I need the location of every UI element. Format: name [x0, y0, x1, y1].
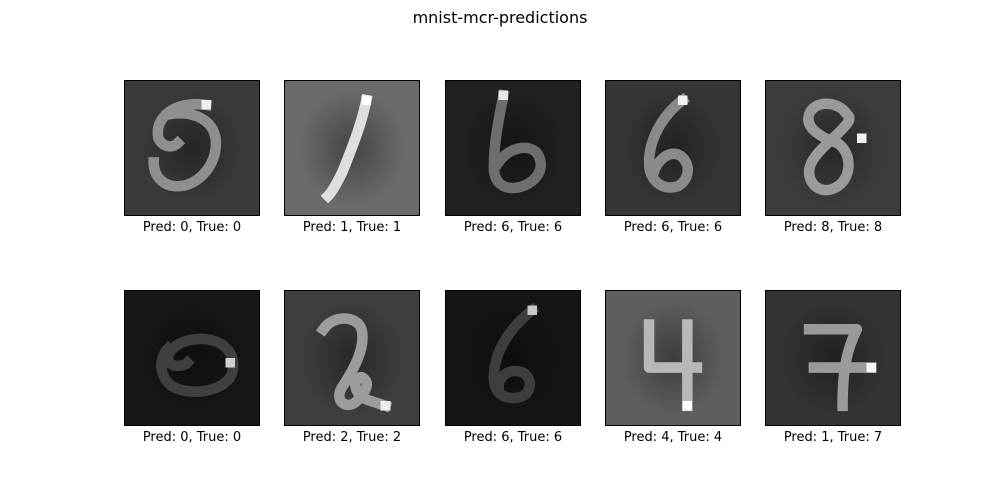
- digit-highlight: [866, 362, 877, 373]
- digit-image: [124, 290, 260, 426]
- prediction-panel: Pred: 8, True: 8: [765, 80, 901, 236]
- digit-image: [605, 290, 741, 426]
- digit-image: [124, 80, 260, 216]
- prediction-label: Pred: 1, True: 1: [302, 220, 402, 235]
- digit-highlight: [677, 95, 688, 105]
- digit-vignette: [460, 300, 566, 416]
- digit-stroke: [315, 313, 393, 413]
- digit-image: [765, 290, 901, 426]
- prediction-label: Pred: 0, True: 0: [142, 430, 242, 445]
- digit-highlight: [201, 100, 212, 110]
- digit-stroke: [803, 324, 877, 412]
- prediction-panel: Pred: 2, True: 2: [284, 290, 420, 446]
- digit-stroke: [156, 333, 239, 397]
- digit-image-svg: [766, 291, 900, 425]
- digit-highlight: [682, 401, 693, 411]
- digit-stroke: [488, 302, 540, 404]
- prediction-panel: Pred: 1, True: 1: [284, 80, 420, 236]
- digit-stroke: [148, 98, 222, 192]
- digit-vignette: [780, 300, 886, 416]
- digit-highlight: [856, 133, 867, 144]
- digit-image: [284, 80, 420, 216]
- prediction-label: Pred: 6, True: 6: [623, 220, 723, 235]
- digit-highlight: [498, 90, 509, 101]
- digit-stroke: [643, 319, 703, 412]
- digit-image-svg: [446, 291, 580, 425]
- digit-image: [765, 80, 901, 216]
- digit-highlight: [527, 305, 537, 315]
- digit-image-svg: [446, 81, 580, 215]
- prediction-label: Pred: 2, True: 2: [302, 430, 402, 445]
- prediction-label: Pred: 8, True: 8: [783, 220, 883, 235]
- digit-image-svg: [285, 81, 419, 215]
- prediction-panel: Pred: 6, True: 6: [605, 80, 741, 236]
- prediction-label: Pred: 6, True: 6: [463, 430, 563, 445]
- prediction-panel: Pred: 0, True: 0: [124, 290, 260, 446]
- prediction-panel: Pred: 6, True: 6: [445, 80, 581, 236]
- prediction-label: Pred: 6, True: 6: [463, 220, 563, 235]
- prediction-panel: Pred: 0, True: 0: [124, 80, 260, 236]
- digit-highlight: [380, 401, 391, 411]
- digit-vignette: [620, 300, 726, 416]
- digit-stroke: [488, 89, 546, 194]
- digit-image-svg: [125, 81, 259, 215]
- digit-image-svg: [606, 81, 740, 215]
- prediction-panel: Pred: 6, True: 6: [445, 290, 581, 446]
- prediction-label: Pred: 0, True: 0: [142, 220, 242, 235]
- digit-stroke: [643, 92, 694, 193]
- prediction-label: Pred: 1, True: 7: [783, 430, 883, 445]
- digit-image: [284, 290, 420, 426]
- digit-stroke: [803, 98, 855, 196]
- prediction-panel: Pred: 4, True: 4: [605, 290, 741, 446]
- digit-image-svg: [285, 291, 419, 425]
- prediction-label: Pred: 4, True: 4: [623, 430, 723, 445]
- digit-highlight: [225, 358, 236, 368]
- digit-image: [445, 290, 581, 426]
- digit-highlight: [361, 95, 372, 105]
- digit-image-svg: [125, 291, 259, 425]
- digit-image-svg: [766, 81, 900, 215]
- prediction-panel: Pred: 1, True: 7: [765, 290, 901, 446]
- digit-image-svg: [606, 291, 740, 425]
- digit-stroke: [320, 93, 373, 204]
- figure-title: mnist-mcr-predictions: [412, 8, 588, 27]
- digit-image: [445, 80, 581, 216]
- digit-image: [605, 80, 741, 216]
